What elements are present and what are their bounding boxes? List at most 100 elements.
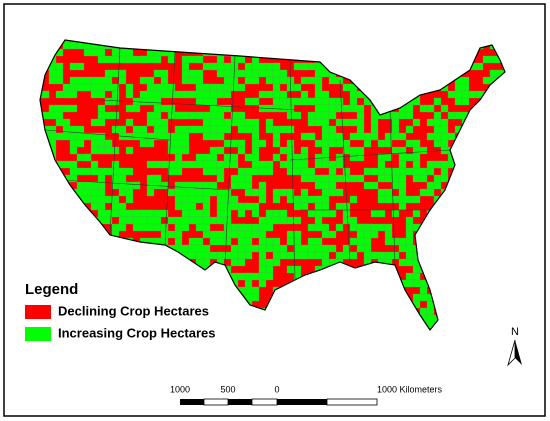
county: [412, 195, 421, 204]
county: [111, 160, 120, 169]
county: [90, 83, 106, 92]
county: [174, 195, 183, 204]
county: [328, 209, 337, 218]
county: [216, 90, 225, 99]
county: [251, 209, 260, 218]
county: [244, 69, 253, 78]
county: [244, 76, 260, 85]
county: [342, 139, 351, 148]
county: [237, 146, 246, 155]
county: [167, 139, 190, 148]
county: [202, 160, 218, 169]
county: [377, 174, 386, 183]
county: [398, 202, 407, 211]
county: [398, 195, 414, 204]
county: [433, 174, 442, 183]
county: [398, 153, 414, 162]
county: [188, 244, 211, 253]
county: [97, 55, 120, 64]
county: [251, 125, 260, 134]
county: [125, 188, 134, 197]
county: [426, 132, 435, 141]
county: [188, 209, 204, 218]
county: [265, 160, 274, 169]
county: [258, 279, 267, 288]
county: [300, 251, 309, 260]
county: [216, 62, 225, 71]
county: [321, 202, 330, 211]
county: [307, 209, 316, 218]
county: [258, 251, 267, 260]
legend: Declining Crop Hectares Increasing Crop H…: [25, 303, 216, 341]
county: [328, 132, 337, 141]
county: [111, 202, 127, 211]
county: [286, 104, 295, 113]
county: [244, 279, 253, 288]
county: [41, 90, 50, 99]
county: [279, 244, 288, 253]
county: [286, 146, 295, 155]
state-border: [339, 79, 351, 263]
county: [69, 146, 78, 155]
county: [258, 139, 267, 148]
county: [335, 132, 344, 141]
county: [440, 160, 449, 169]
county: [202, 97, 218, 106]
county: [251, 230, 260, 239]
county: [293, 160, 309, 169]
county: [307, 132, 316, 141]
county: [307, 174, 316, 183]
county: [174, 223, 190, 232]
county: [146, 111, 162, 120]
county: [55, 118, 71, 127]
county: [104, 139, 113, 148]
county: [412, 118, 421, 127]
county: [272, 258, 281, 267]
county: [153, 125, 169, 134]
county: [272, 209, 281, 218]
county: [174, 111, 190, 120]
county: [202, 230, 211, 239]
county: [97, 188, 106, 197]
county: [195, 90, 211, 99]
county: [125, 104, 141, 113]
county: [153, 174, 162, 183]
county: [237, 209, 246, 218]
county: [118, 69, 127, 78]
county: [286, 237, 295, 246]
county: [370, 223, 386, 232]
county: [384, 223, 393, 232]
county: [202, 188, 218, 197]
county: [202, 216, 211, 225]
county: [349, 118, 365, 127]
county: [258, 195, 267, 204]
county: [300, 76, 309, 85]
county: [286, 265, 302, 274]
county: [321, 174, 330, 183]
county: [335, 160, 344, 169]
county: [118, 76, 127, 85]
county: [314, 202, 323, 211]
county: [405, 223, 414, 232]
county: [272, 69, 281, 78]
county: [293, 230, 302, 239]
county: [349, 153, 358, 162]
county: [440, 174, 449, 183]
county: [377, 251, 386, 260]
county: [398, 111, 407, 120]
county: [300, 62, 309, 71]
county: [272, 62, 281, 71]
county: [237, 230, 246, 239]
county: [300, 90, 309, 99]
county: [391, 146, 400, 155]
county: [300, 146, 309, 155]
state-border: [224, 55, 236, 266]
county: [146, 160, 162, 169]
county: [181, 160, 197, 169]
county: [356, 244, 365, 253]
county: [265, 76, 274, 85]
state-border: [99, 99, 301, 111]
county: [328, 125, 337, 134]
county: [377, 153, 393, 162]
county: [188, 237, 204, 246]
